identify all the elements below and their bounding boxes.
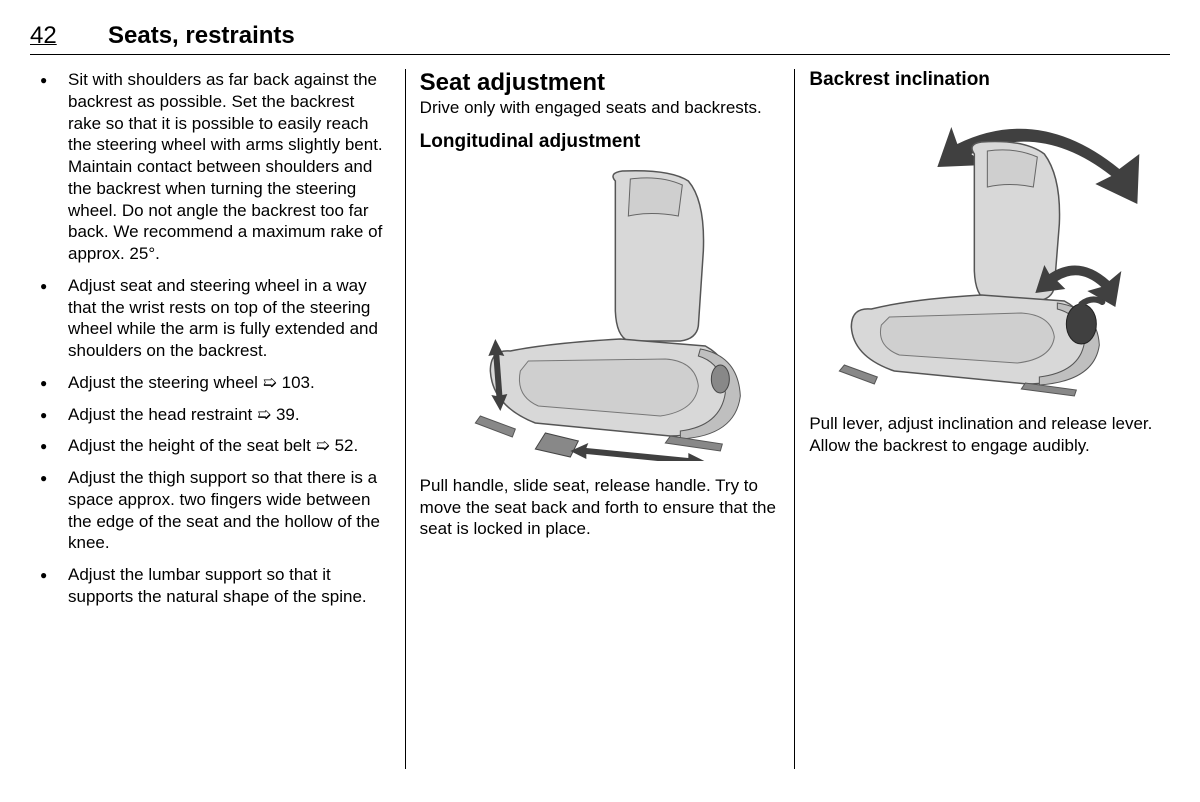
longitudinal-heading: Longitudinal adjustment xyxy=(420,131,781,153)
list-item: Adjust the lumbar support so that it sup… xyxy=(68,564,391,608)
longitudinal-caption: Pull handle, slide seat, release handle.… xyxy=(420,475,781,540)
backrest-caption: Pull lever, adjust inclination and relea… xyxy=(809,413,1170,457)
page-number: 42 xyxy=(30,22,108,50)
page-header: 42 Seats, restraints xyxy=(30,22,1170,55)
list-item: Sit with shoulders as far back against t… xyxy=(68,69,391,265)
list-item: Adjust the steering wheel ➯ 103. xyxy=(68,372,391,394)
seat-adjustment-intro: Drive only with engaged seats and backre… xyxy=(420,97,781,119)
list-item: Adjust the thigh support so that there i… xyxy=(68,467,391,554)
manual-page: 42 Seats, restraints Sit with shoulders … xyxy=(0,0,1200,802)
section-title: Seats, restraints xyxy=(108,22,295,50)
list-item: Adjust the head restraint ➯ 39. xyxy=(68,404,391,426)
content-columns: Sit with shoulders as far back against t… xyxy=(30,69,1170,769)
list-item: Adjust seat and steering wheel in a way … xyxy=(68,275,391,362)
seat-adjustment-heading: Seat adjustment xyxy=(420,69,781,97)
column-left: Sit with shoulders as far back against t… xyxy=(30,69,405,769)
seat-backrest-figure xyxy=(809,99,1170,399)
list-item: Adjust the height of the seat belt ➯ 52. xyxy=(68,435,391,457)
column-right: Backrest inclination xyxy=(794,69,1170,769)
backrest-heading: Backrest inclination xyxy=(809,69,1170,91)
seat-longitudinal-figure xyxy=(420,161,781,461)
column-middle: Seat adjustment Drive only with engaged … xyxy=(405,69,795,769)
advice-list: Sit with shoulders as far back against t… xyxy=(30,69,391,608)
